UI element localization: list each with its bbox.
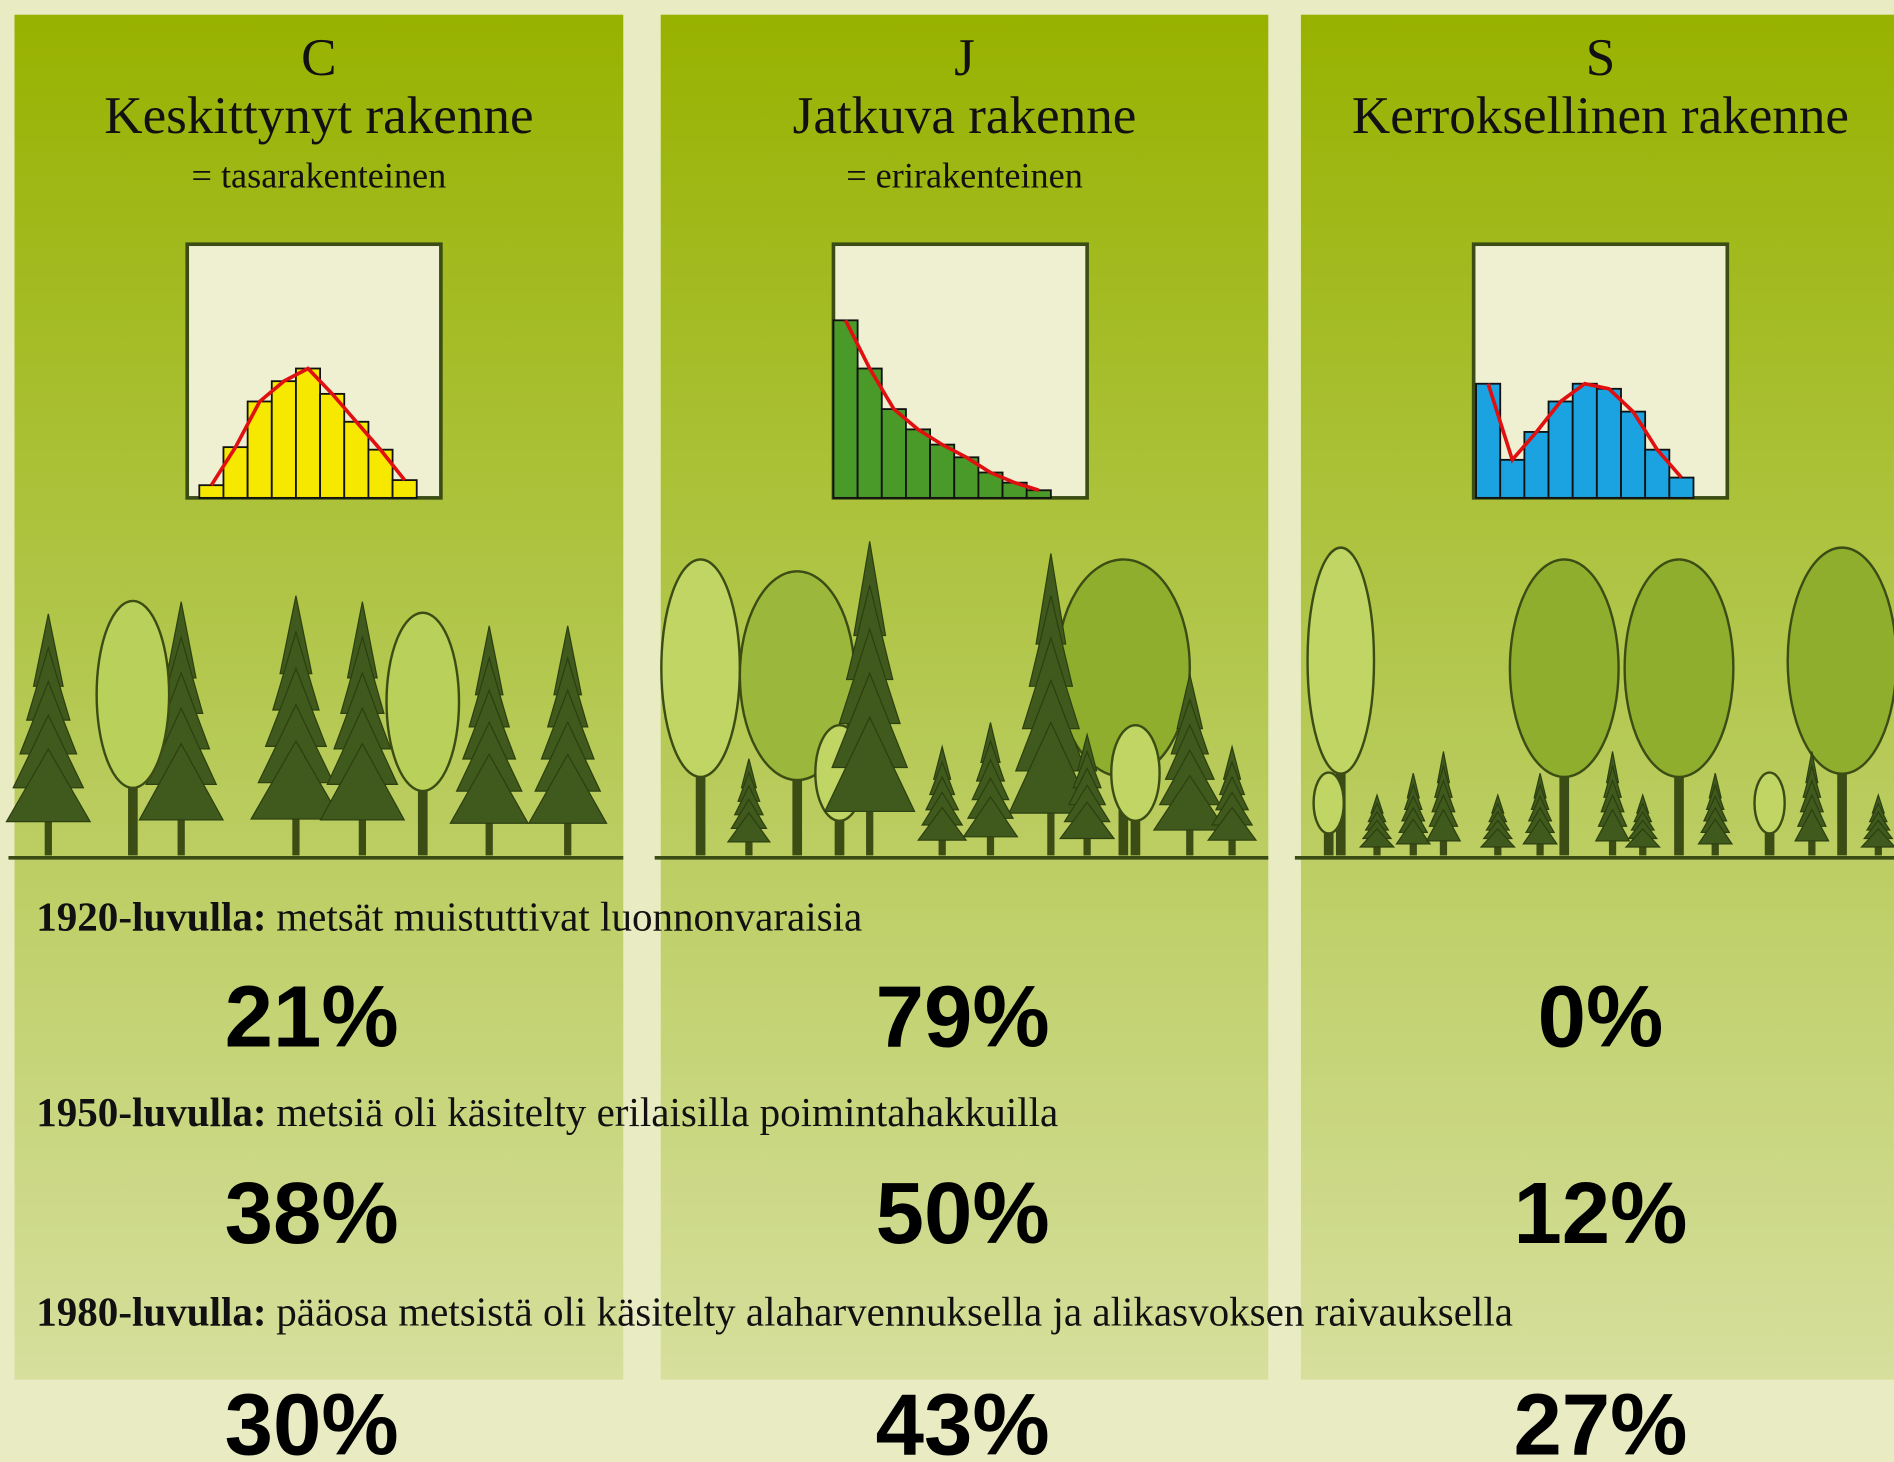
tree-crown <box>1788 548 1894 774</box>
share-value: 12% <box>1513 1165 1687 1262</box>
tree-crown <box>1510 559 1619 776</box>
tree-crown <box>1308 548 1374 774</box>
tree-crown <box>1754 773 1784 834</box>
histogram-bar <box>1027 490 1051 498</box>
histogram-bar <box>1669 478 1693 498</box>
tree-crown <box>661 559 740 776</box>
histogram-bar <box>858 369 882 498</box>
infographic: CKeskittynyt rakenne = tasarakenteinen JJa… <box>0 0 1894 1462</box>
histogram-bar <box>1500 460 1524 498</box>
column-title: Kerroksellinen rakenne <box>1352 87 1849 145</box>
histogram-bar <box>1549 401 1573 497</box>
row-text: metsät muistuttivat luonnonvaraisia <box>276 893 862 939</box>
row-caption: 1950-luvulla:metsiä oli käsitelty erilai… <box>36 1089 1058 1135</box>
share-value: 43% <box>876 1377 1050 1462</box>
tree-crown <box>1314 773 1344 834</box>
row-caption: 1980-luvulla:pääosa metsistä oli käsitel… <box>36 1288 1513 1334</box>
histogram-bar <box>1597 389 1621 498</box>
share-value: 21% <box>225 968 399 1065</box>
share-value: 30% <box>225 1377 399 1462</box>
column-subtitle: = erirakenteinen <box>846 155 1083 195</box>
row-period: 1920-luvulla: <box>36 893 266 939</box>
histogram-bar <box>199 485 223 498</box>
row-period: 1950-luvulla: <box>36 1089 266 1135</box>
share-value: 38% <box>225 1165 399 1262</box>
histogram-bar <box>320 394 344 498</box>
histogram-bar <box>906 429 930 497</box>
histogram-bar <box>296 369 320 498</box>
row-text: pääosa metsistä oli käsitelty alaharvenn… <box>276 1288 1513 1334</box>
histogram-bar <box>930 445 954 498</box>
share-value: 50% <box>876 1165 1050 1262</box>
histogram-bar <box>393 480 417 498</box>
histogram-bar <box>272 381 296 498</box>
histogram-bar <box>1573 384 1597 498</box>
histogram-bar <box>1476 384 1500 498</box>
tree-crown <box>1111 725 1159 821</box>
column-subtitle: = tasarakenteinen <box>192 155 447 195</box>
row-period: 1980-luvulla: <box>36 1288 266 1334</box>
row-text: metsiä oli käsitelty erilaisilla poimint… <box>276 1089 1058 1135</box>
column-letter: C <box>301 29 336 87</box>
column-title: Keskittynyt rakenne <box>104 87 533 145</box>
histogram-bar <box>833 320 857 498</box>
histogram-bar <box>882 409 906 498</box>
column-letter: J <box>954 29 975 87</box>
column-letter: S <box>1586 29 1616 87</box>
share-value: 0% <box>1538 968 1664 1065</box>
page: { "columns": [ {"letter": "C", "title": … <box>0 0 1894 1462</box>
column-title: Jatkuva rakenne <box>793 87 1137 145</box>
tree-crown <box>1625 559 1734 776</box>
row-caption: 1920-luvulla:metsät muistuttivat luonnon… <box>36 893 862 939</box>
tree-crown <box>97 601 169 788</box>
tree-crown <box>387 613 459 791</box>
share-value: 79% <box>876 968 1050 1065</box>
histogram-bar <box>368 450 392 498</box>
histogram-bar <box>223 447 247 498</box>
share-value: 27% <box>1513 1377 1687 1462</box>
